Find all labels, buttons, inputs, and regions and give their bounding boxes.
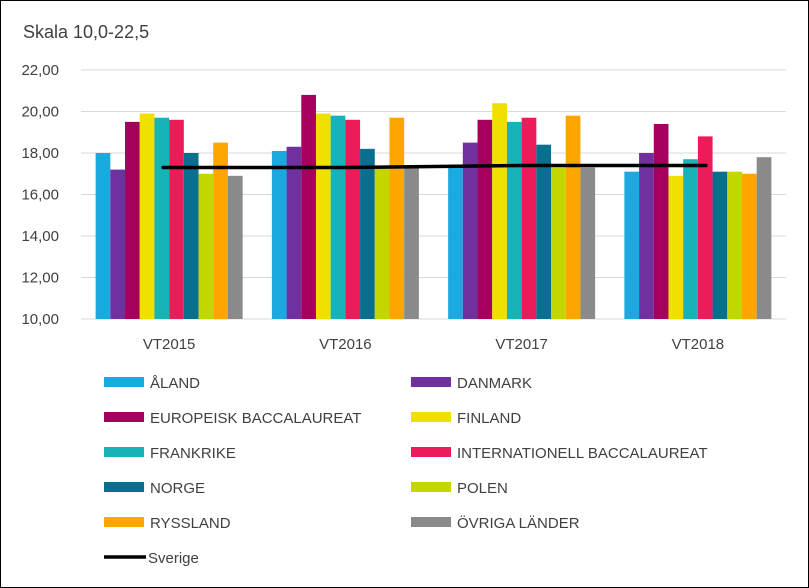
legend-label-sverige: Sverige <box>148 550 199 567</box>
bar-vt2017-3 <box>492 103 507 319</box>
bar-vt2016-9 <box>404 167 419 319</box>
bar-vt2015-3 <box>139 113 155 319</box>
bar-vt2018-3 <box>668 175 684 319</box>
bar-vt2015-0 <box>95 153 111 319</box>
legend-label: POLEN <box>457 480 508 497</box>
legend: ÅLAND DANMARK EUROPEISK BACCALAUREAT FINLAN… <box>104 375 708 567</box>
x-tick-label: VT2016 <box>319 336 372 353</box>
bar-vt2018-2 <box>653 123 669 319</box>
bar-vt2015-5 <box>169 119 184 319</box>
bar-vt2017-9 <box>580 167 596 319</box>
sverige-line <box>161 163 708 170</box>
bar-vt2017-6 <box>536 144 552 319</box>
legend-swatch-3 <box>411 412 451 422</box>
bar-vt2016-6 <box>360 148 375 319</box>
legend-label: FINLAND <box>457 410 521 427</box>
bar-vt2015-9 <box>227 175 243 319</box>
bar-vt2017-2 <box>477 119 493 319</box>
legend-label: FRANKRIKE <box>150 445 236 462</box>
legend-label: NORGE <box>150 480 205 497</box>
bar-vt2018-6 <box>712 171 728 319</box>
bar-vt2016-3 <box>315 113 331 319</box>
y-tick-label: 20,00 <box>21 104 59 121</box>
bar-vt2016-4 <box>330 115 346 320</box>
legend-label: RYSSLAND <box>150 515 231 532</box>
bar-vt2015-7 <box>198 173 214 319</box>
bar-vt2015-8 <box>213 142 228 319</box>
legend-swatch-4 <box>104 447 144 457</box>
bar-vt2016-8 <box>389 117 405 319</box>
bar-vt2017-0 <box>448 167 463 319</box>
legend-label: ÖVRIGA LÄNDER <box>457 514 580 532</box>
bar-vt2016-2 <box>301 94 316 320</box>
bar-vt2018-4 <box>683 159 698 319</box>
y-tick-label: 12,00 <box>21 270 59 287</box>
bar-vt2015-4 <box>154 117 170 319</box>
legend-swatch-0 <box>104 377 144 387</box>
x-tick-label: VT2018 <box>672 336 725 353</box>
x-tick-label: VT2017 <box>495 336 548 353</box>
legend-swatch-2 <box>104 412 144 422</box>
bar-vt2018-8 <box>741 173 757 319</box>
y-tick-label: 10,00 <box>21 311 59 328</box>
x-tick-label: VT2015 <box>143 336 196 353</box>
legend-label: INTERNATIONELL BACCALAUREAT <box>457 445 708 462</box>
y-tick-label: 14,00 <box>21 228 59 245</box>
x-axis-tick-labels: VT2015 VT2016 VT2017 VT2018 <box>143 336 724 353</box>
bar-vt2016-7 <box>374 167 390 319</box>
legend-swatch-7 <box>411 482 451 492</box>
bar-vt2017-5 <box>521 117 537 319</box>
bar-vt2018-5 <box>697 136 713 319</box>
bar-vt2016-0 <box>271 150 287 319</box>
bar-vt2018-7 <box>727 171 742 319</box>
legend-swatch-5 <box>411 447 451 457</box>
bar-vt2016-5 <box>345 119 361 319</box>
y-tick-label: 18,00 <box>21 145 59 162</box>
chart-subtitle: Skala 10,0-22,5 <box>23 22 149 42</box>
y-tick-label: 16,00 <box>21 187 59 204</box>
y-tick-label: 22,00 <box>21 62 59 79</box>
legend-swatch-9 <box>411 517 451 527</box>
legend-label: EUROPEISK BACCALAUREAT <box>150 410 361 427</box>
sverige-line-layer <box>161 163 708 170</box>
bar-vt2018-0 <box>624 171 640 319</box>
legend-swatch-1 <box>411 377 451 387</box>
bar-vt2015-1 <box>110 169 126 319</box>
legend-swatch-6 <box>104 482 144 492</box>
bar-vt2015-2 <box>125 121 140 319</box>
legend-label: ÅLAND <box>150 375 200 392</box>
bar-vt2018-1 <box>639 153 654 319</box>
legend-label: DANMARK <box>457 375 532 392</box>
bar-vt2016-1 <box>286 146 302 319</box>
bar-vt2017-4 <box>506 121 522 319</box>
bar-vt2018-9 <box>756 157 772 319</box>
bar-vt2017-7 <box>551 167 566 319</box>
bar-vt2017-1 <box>462 142 478 319</box>
y-axis-tick-labels: 10,00 12,00 14,00 16,00 18,00 20,00 22,00 <box>21 62 59 328</box>
legend-swatch-8 <box>104 517 144 527</box>
bars <box>95 94 772 320</box>
bar-vt2017-8 <box>565 115 581 320</box>
bar-vt2015-6 <box>183 153 199 319</box>
